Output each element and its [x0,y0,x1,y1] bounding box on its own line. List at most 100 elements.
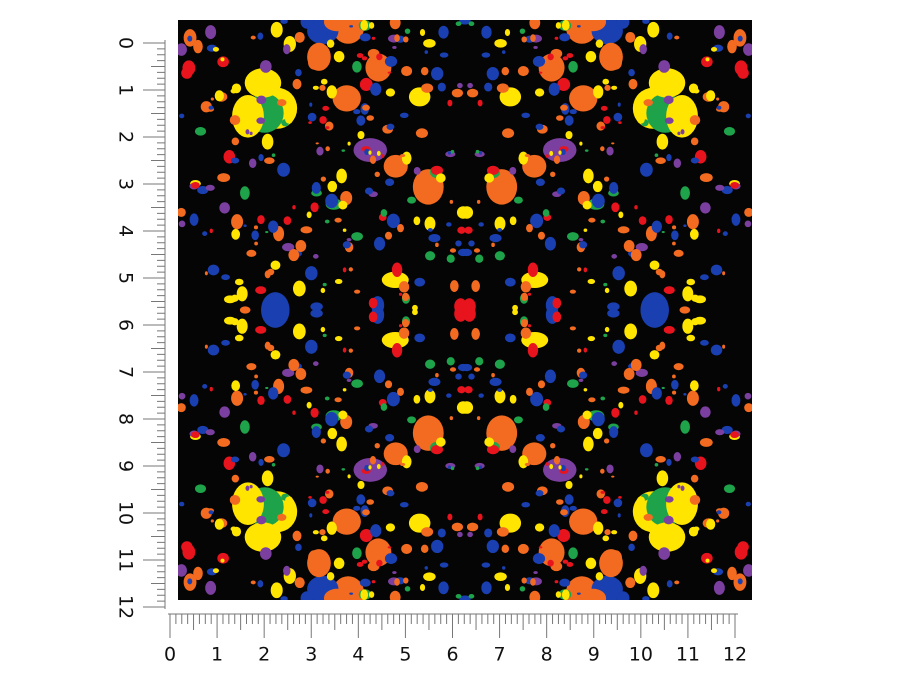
paint-splat [494,38,507,48]
paint-splat [207,344,220,356]
paint-splat [277,443,290,458]
paint-splat [647,582,660,599]
paint-splat [612,266,625,281]
paint-splat [292,410,296,415]
paint-splat [308,496,312,499]
paint-splat [504,333,516,343]
paint-splat [721,425,733,435]
paint-splat [656,470,669,487]
paint-splat [558,150,562,155]
ruler-label: 11 [115,548,137,572]
paint-splat [649,260,660,270]
paint-splat [455,240,462,247]
paint-splat [374,171,380,177]
paint-splat [609,182,619,194]
paint-splat [529,590,541,600]
paint-splat [550,443,556,449]
paint-splat [554,60,562,70]
paint-splat [578,378,584,383]
paint-splat [353,109,361,115]
paint-splat [716,97,720,101]
paint-splat [464,386,473,394]
paint-splat [428,233,441,243]
paint-splat [178,207,186,217]
paint-splat [341,149,346,152]
paint-splat [333,50,345,63]
paint-splat [326,572,335,581]
paint-splat [630,358,642,372]
paint-splat [181,541,193,553]
paint-splat [501,50,506,54]
paint-splat [334,278,343,285]
paint-splat [689,494,701,505]
ruler-label: 4 [115,225,137,237]
paint-splat [249,484,253,489]
paint-splat [261,133,274,150]
paint-splat [360,20,369,31]
paint-splat [380,209,388,217]
paint-splat [384,231,393,240]
paint-splat [671,225,677,230]
paint-splat [251,230,259,241]
paint-splat [325,490,330,494]
paint-splat [535,490,544,497]
paint-splat [680,186,690,200]
paint-splat [618,121,622,124]
paint-splat [403,577,409,584]
paint-splat [424,389,436,404]
paint-splat [527,292,532,296]
paint-splat [320,326,326,333]
paint-splat [381,462,385,466]
paint-splat [300,20,314,29]
ruler-label: 0 [164,644,176,666]
paint-splat [369,456,377,465]
paint-splat [205,25,217,40]
paint-splat [617,226,630,234]
paint-splat [654,153,659,157]
paint-splat [593,521,604,535]
paint-splat [561,20,570,31]
paint-splat [231,390,244,406]
paint-splat [583,168,594,184]
paint-splat [333,557,345,570]
paint-splat [481,581,492,595]
paint-splat [178,564,187,577]
paint-splat [249,131,253,136]
paint-splat [439,52,449,58]
paint-splat [193,566,203,581]
paint-splat [232,482,264,525]
paint-splat [592,427,603,440]
paint-splat [246,363,257,371]
paint-splat [638,395,647,404]
paint-splat [268,387,279,400]
paint-splat [600,468,605,474]
paint-splat [285,115,293,124]
paint-splat [535,178,545,186]
ruler-label: 11 [676,644,700,666]
paint-splat [556,115,564,121]
paint-splat [258,458,264,466]
paint-splat [673,363,684,371]
paint-splat [556,72,561,76]
paint-splat [468,593,475,599]
paint-splat [723,126,736,136]
paint-splat [567,379,579,388]
paint-splat [569,508,598,535]
paint-splat [217,552,229,564]
paint-splat [214,90,224,102]
paint-splat [419,584,426,591]
paint-splat [340,527,350,535]
paint-splat [349,592,354,595]
paint-splat [334,397,342,403]
paint-splat [391,342,403,358]
paint-splat [288,248,300,262]
paint-splat [178,220,186,228]
paint-splat [713,25,725,40]
paint-splat [603,496,611,504]
paint-splat [319,496,327,504]
paint-splat [253,225,259,230]
paint-splat [509,445,517,453]
paint-splat [207,264,220,276]
paint-splat [341,468,346,471]
